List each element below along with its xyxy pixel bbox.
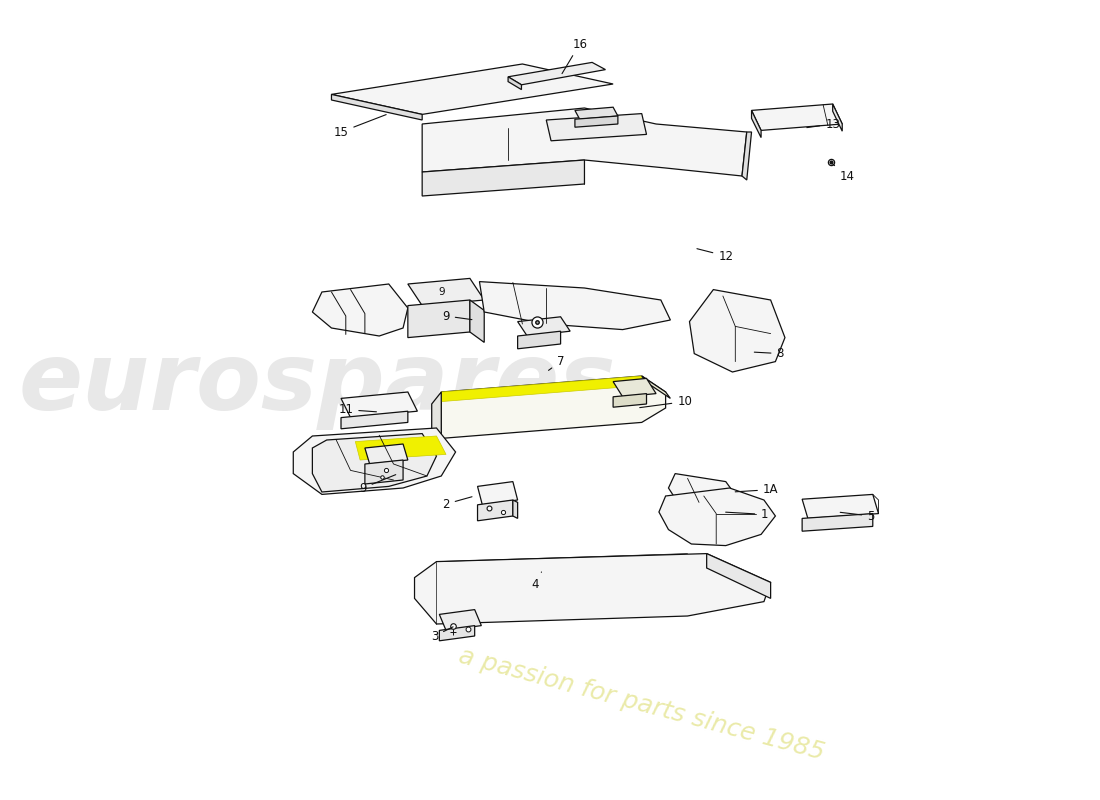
Polygon shape: [294, 428, 455, 494]
Text: 8: 8: [755, 347, 784, 360]
Polygon shape: [331, 64, 613, 114]
Text: 13: 13: [806, 118, 840, 130]
Text: 9: 9: [438, 287, 444, 297]
Polygon shape: [441, 376, 666, 438]
Polygon shape: [422, 108, 747, 176]
Polygon shape: [575, 116, 618, 127]
Polygon shape: [751, 110, 761, 138]
Text: 7: 7: [549, 355, 564, 370]
Polygon shape: [439, 626, 475, 641]
Polygon shape: [669, 474, 739, 512]
Text: 5: 5: [840, 510, 874, 522]
Polygon shape: [751, 104, 843, 130]
Polygon shape: [547, 114, 647, 141]
Polygon shape: [341, 392, 417, 418]
Text: a passion for parts since 1985: a passion for parts since 1985: [456, 643, 827, 765]
Polygon shape: [742, 132, 751, 180]
Polygon shape: [422, 160, 584, 196]
Polygon shape: [365, 444, 408, 464]
Polygon shape: [802, 494, 879, 518]
Text: 4: 4: [531, 572, 541, 590]
Text: 11: 11: [339, 403, 376, 416]
Polygon shape: [833, 104, 843, 131]
Text: 3: 3: [431, 627, 453, 642]
Polygon shape: [408, 300, 470, 338]
Text: 9: 9: [360, 474, 396, 494]
Text: 2: 2: [442, 497, 472, 510]
Polygon shape: [331, 94, 422, 120]
Polygon shape: [480, 282, 670, 330]
Polygon shape: [659, 488, 776, 546]
Polygon shape: [508, 62, 605, 85]
Polygon shape: [441, 376, 641, 402]
Polygon shape: [518, 331, 561, 349]
Polygon shape: [518, 317, 570, 336]
Polygon shape: [575, 107, 618, 119]
Polygon shape: [408, 278, 484, 306]
Text: eurospares: eurospares: [19, 338, 616, 430]
Text: 10: 10: [640, 395, 692, 408]
Text: 9: 9: [442, 310, 472, 322]
Text: 14: 14: [833, 164, 855, 182]
Polygon shape: [365, 460, 403, 484]
Polygon shape: [341, 411, 408, 429]
Polygon shape: [613, 394, 647, 407]
Polygon shape: [312, 284, 408, 336]
Text: 15: 15: [333, 114, 386, 138]
Text: 12: 12: [697, 249, 734, 262]
Polygon shape: [355, 436, 446, 460]
Polygon shape: [513, 500, 518, 518]
Polygon shape: [706, 554, 771, 598]
Polygon shape: [641, 376, 670, 398]
Polygon shape: [690, 290, 785, 372]
Text: 1A: 1A: [735, 483, 779, 496]
Polygon shape: [431, 392, 441, 450]
Text: 1: 1: [726, 508, 768, 521]
Polygon shape: [613, 378, 656, 397]
Polygon shape: [477, 500, 513, 521]
Polygon shape: [802, 514, 872, 531]
Polygon shape: [439, 610, 482, 630]
Polygon shape: [415, 554, 771, 624]
Text: 16: 16: [562, 38, 587, 74]
Polygon shape: [477, 482, 518, 505]
Polygon shape: [508, 77, 521, 90]
Polygon shape: [470, 300, 484, 342]
Polygon shape: [312, 434, 437, 492]
